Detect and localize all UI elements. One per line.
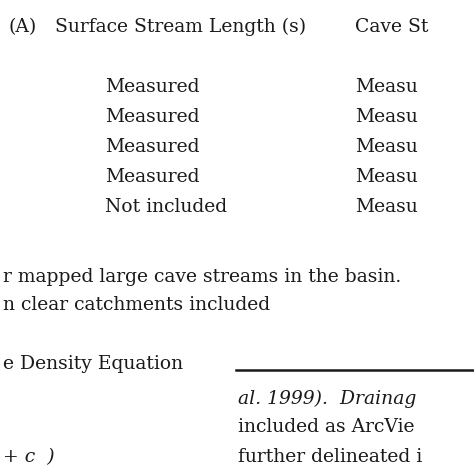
Text: included as ArcVie: included as ArcVie — [238, 418, 414, 436]
Text: al. 1999).  Drainag: al. 1999). Drainag — [238, 390, 416, 408]
Text: Measured: Measured — [105, 168, 200, 186]
Text: n clear catchments included: n clear catchments included — [3, 296, 270, 314]
Text: r mapped large cave streams in the basin.: r mapped large cave streams in the basin… — [3, 268, 401, 286]
Text: Measured: Measured — [105, 78, 200, 96]
Text: Measured: Measured — [105, 108, 200, 126]
Text: Measu: Measu — [355, 168, 418, 186]
Text: + c  ): + c ) — [3, 448, 55, 466]
Text: Surface Stream Length (s): Surface Stream Length (s) — [55, 18, 306, 36]
Text: further delineated i: further delineated i — [238, 448, 422, 466]
Text: Not included: Not included — [105, 198, 227, 216]
Text: e Density Equation: e Density Equation — [3, 355, 183, 373]
Text: Measu: Measu — [355, 78, 418, 96]
Text: Measu: Measu — [355, 108, 418, 126]
Text: Cave St: Cave St — [355, 18, 428, 36]
Text: (A): (A) — [8, 18, 36, 36]
Text: Measu: Measu — [355, 138, 418, 156]
Text: Measured: Measured — [105, 138, 200, 156]
Text: Measu: Measu — [355, 198, 418, 216]
